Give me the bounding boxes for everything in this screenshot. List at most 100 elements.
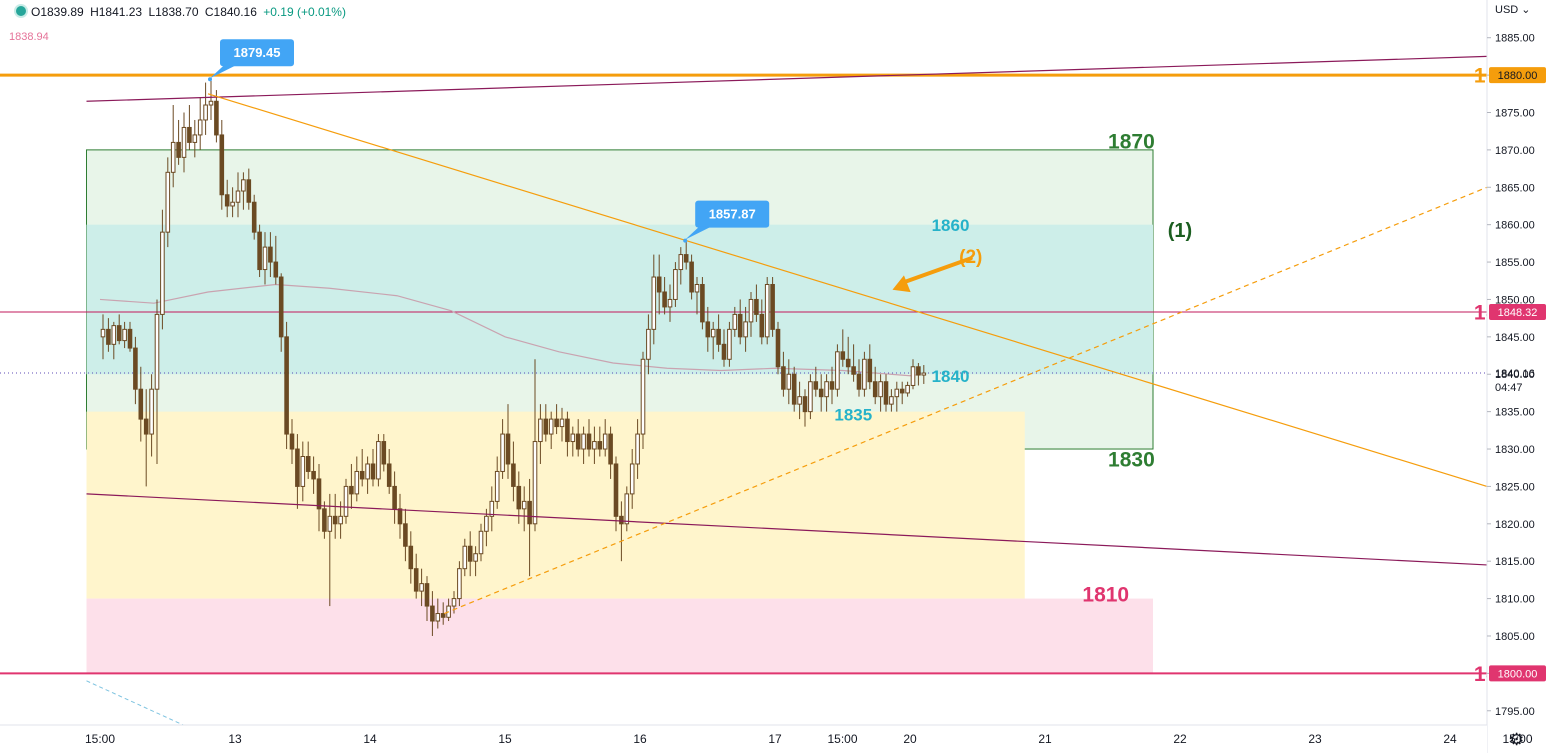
zone-zone-1810-1800 bbox=[86, 598, 1153, 674]
candle-body bbox=[921, 372, 927, 376]
candle-body bbox=[397, 508, 403, 525]
candle-body bbox=[894, 388, 900, 398]
y-tick-label: 1810.00 bbox=[1495, 594, 1535, 606]
arrow-shaft bbox=[900, 256, 973, 285]
candle-body bbox=[867, 358, 873, 383]
candle-body bbox=[872, 381, 878, 398]
candle bbox=[440, 602, 446, 625]
candle bbox=[181, 112, 187, 173]
candle bbox=[619, 501, 624, 562]
candle bbox=[273, 235, 279, 285]
candle bbox=[219, 119, 225, 210]
callout-dot bbox=[683, 238, 688, 243]
candle bbox=[235, 172, 241, 218]
candle bbox=[899, 381, 905, 405]
y-tick-label: 1840.00 bbox=[1495, 369, 1535, 381]
candle bbox=[878, 374, 883, 412]
candle-body bbox=[802, 396, 808, 413]
candle-body bbox=[365, 463, 370, 480]
candle bbox=[797, 381, 802, 420]
candle bbox=[754, 284, 759, 322]
candle-body bbox=[781, 366, 786, 390]
x-tick-label: 21 bbox=[1038, 732, 1052, 746]
y-tick-label: 1805.00 bbox=[1495, 631, 1535, 643]
candle-body bbox=[257, 231, 262, 271]
candle bbox=[640, 351, 646, 450]
candle-body bbox=[165, 171, 171, 233]
price-tag-label: 1880.00 bbox=[1498, 70, 1538, 82]
candle bbox=[592, 426, 597, 464]
candle bbox=[862, 351, 867, 397]
candle-body bbox=[138, 388, 144, 420]
candle bbox=[586, 419, 592, 457]
x-tick-label: 13 bbox=[228, 732, 242, 746]
candle-body bbox=[224, 194, 230, 207]
level-label: 1870 bbox=[1108, 130, 1155, 153]
y-tick-label: 1875.00 bbox=[1495, 107, 1535, 119]
candle-body bbox=[511, 463, 516, 487]
candle-body bbox=[705, 321, 711, 338]
candle bbox=[241, 172, 246, 210]
candle bbox=[505, 404, 511, 479]
candle-body bbox=[824, 381, 829, 398]
candle-body bbox=[748, 298, 754, 323]
candle bbox=[700, 277, 705, 330]
candle-body bbox=[694, 283, 700, 293]
currency-selector[interactable]: USD ⌄ bbox=[1495, 3, 1531, 16]
x-tick-label: 16 bbox=[633, 732, 647, 746]
price-tag: 1800.00 bbox=[1489, 665, 1546, 682]
candle bbox=[575, 419, 581, 457]
candle-body bbox=[808, 381, 813, 413]
chevron-down-icon: ⌄ bbox=[1521, 4, 1531, 16]
candle bbox=[203, 82, 208, 135]
candle-body bbox=[392, 485, 397, 510]
candle-body bbox=[349, 485, 354, 495]
price-tag-bg bbox=[1489, 67, 1546, 84]
candle-body bbox=[127, 328, 133, 349]
market-status-icon[interactable] bbox=[14, 4, 28, 18]
level-label: 1810 bbox=[1082, 584, 1129, 607]
candle bbox=[365, 456, 370, 494]
candle bbox=[694, 277, 700, 315]
candle bbox=[721, 329, 727, 367]
candle bbox=[521, 486, 527, 532]
level-label: (1) bbox=[1168, 220, 1192, 242]
candle-body bbox=[457, 568, 462, 600]
candle bbox=[160, 209, 165, 330]
candle bbox=[224, 179, 230, 218]
candle-body bbox=[829, 381, 835, 390]
level-label: 1830 bbox=[1108, 448, 1155, 471]
candle-body bbox=[527, 500, 532, 525]
candle-body bbox=[359, 470, 365, 480]
candle bbox=[122, 321, 127, 349]
candle-body bbox=[689, 261, 694, 293]
candle-body bbox=[122, 328, 127, 342]
candle-body bbox=[311, 470, 316, 480]
gear-icon[interactable]: ⚙ bbox=[1509, 730, 1525, 749]
candle-body bbox=[716, 328, 721, 345]
candle-body bbox=[543, 418, 549, 435]
candle bbox=[457, 561, 462, 607]
x-tick-label: 22 bbox=[1173, 732, 1187, 746]
ohlc-legend: O1839.89 H1841.23 L1838.70 C1840.16 +0.1… bbox=[14, 4, 349, 19]
candle-body bbox=[262, 246, 268, 271]
candle-body bbox=[916, 366, 921, 376]
zone-zone-1835-1810 bbox=[86, 411, 1025, 599]
moving-average-line bbox=[99, 283, 921, 377]
trendline-fib-dashed bbox=[86, 680, 202, 734]
x-tick-label: 15 bbox=[498, 732, 512, 746]
y-tick-label: 1865.00 bbox=[1495, 182, 1535, 194]
trendlines-layer bbox=[86, 55, 1488, 734]
candle bbox=[127, 321, 133, 352]
x-tick-label: 24 bbox=[1443, 732, 1457, 746]
candle-body bbox=[176, 141, 181, 158]
arrow-head bbox=[892, 275, 911, 293]
candle bbox=[813, 366, 819, 397]
candle bbox=[770, 277, 775, 337]
candle bbox=[802, 389, 808, 427]
candle-body bbox=[797, 396, 802, 405]
candle-body bbox=[500, 433, 505, 472]
moving-average-layer bbox=[99, 283, 921, 377]
candle-body bbox=[554, 418, 559, 428]
